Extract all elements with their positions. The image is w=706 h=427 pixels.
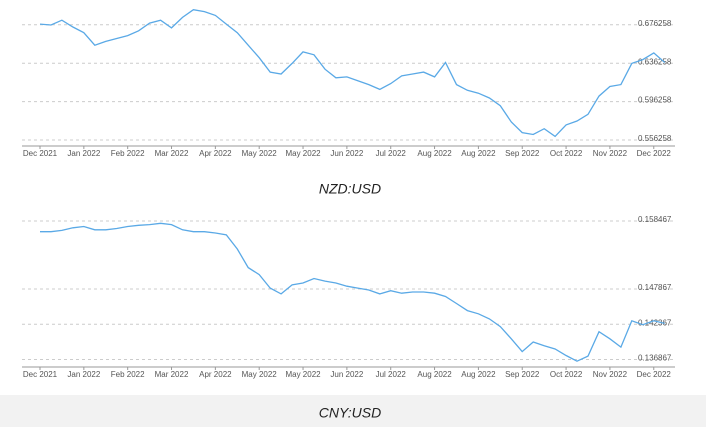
x-tick-label: May 2022	[242, 370, 278, 379]
x-tick-label: Apr 2022	[199, 149, 232, 158]
chart-title: CNY:USD	[319, 405, 382, 421]
y-tick-label: 0.636258	[638, 57, 672, 66]
y-tick-label: 0.676258	[638, 19, 672, 28]
y-tick-label: 0.158467	[638, 215, 672, 224]
x-tick-label: Nov 2022	[593, 370, 628, 379]
line	[39, 9, 666, 138]
x-tick-label: Aug 2022	[461, 370, 496, 379]
y-tick-label: 0.596258	[638, 96, 672, 105]
x-tick-label: Feb 2022	[111, 149, 145, 158]
x-tick-label: Feb 2022	[111, 370, 145, 379]
x-tick-label: May 2022	[285, 370, 321, 379]
y-tick-label: 0.142367	[638, 318, 672, 327]
x-tick-label: Dec 2022	[637, 149, 672, 158]
chart-title: NZD:USD	[319, 181, 381, 197]
x-tick-label: Jan 2022	[67, 370, 100, 379]
x-tick-label: Nov 2022	[593, 149, 628, 158]
x-tick-label: Sep 2022	[505, 149, 540, 158]
x-tick-label: Dec 2021	[23, 149, 58, 158]
x-tick-label: Jul 2022	[376, 370, 407, 379]
x-tick-label: Dec 2022	[637, 370, 672, 379]
x-tick-label: Jan 2022	[67, 149, 100, 158]
line	[40, 222, 665, 362]
x-tick-label: Aug 2022	[417, 370, 452, 379]
x-tick-label: Oct 2022	[550, 149, 583, 158]
footer-band	[0, 395, 706, 427]
x-tick-label: Mar 2022	[155, 370, 189, 379]
x-tick-label: Jul 2022	[376, 149, 407, 158]
y-tick-label: 0.556258	[638, 134, 672, 143]
x-tick-label: Dec 2021	[23, 370, 58, 379]
x-tick-label: Apr 2022	[199, 370, 232, 379]
x-tick-label: May 2022	[285, 149, 321, 158]
y-tick-label: 0.147867	[638, 283, 672, 292]
x-tick-label: Mar 2022	[155, 149, 189, 158]
x-tick-label: May 2022	[242, 149, 278, 158]
x-tick-label: Sep 2022	[505, 370, 540, 379]
x-tick-label: Jun 2022	[330, 149, 363, 158]
x-tick-label: Oct 2022	[550, 370, 583, 379]
x-tick-label: Aug 2022	[417, 149, 452, 158]
x-tick-label: Aug 2022	[461, 149, 496, 158]
x-tick-label: Jun 2022	[330, 370, 363, 379]
y-tick-label: 0.136867	[638, 354, 672, 363]
